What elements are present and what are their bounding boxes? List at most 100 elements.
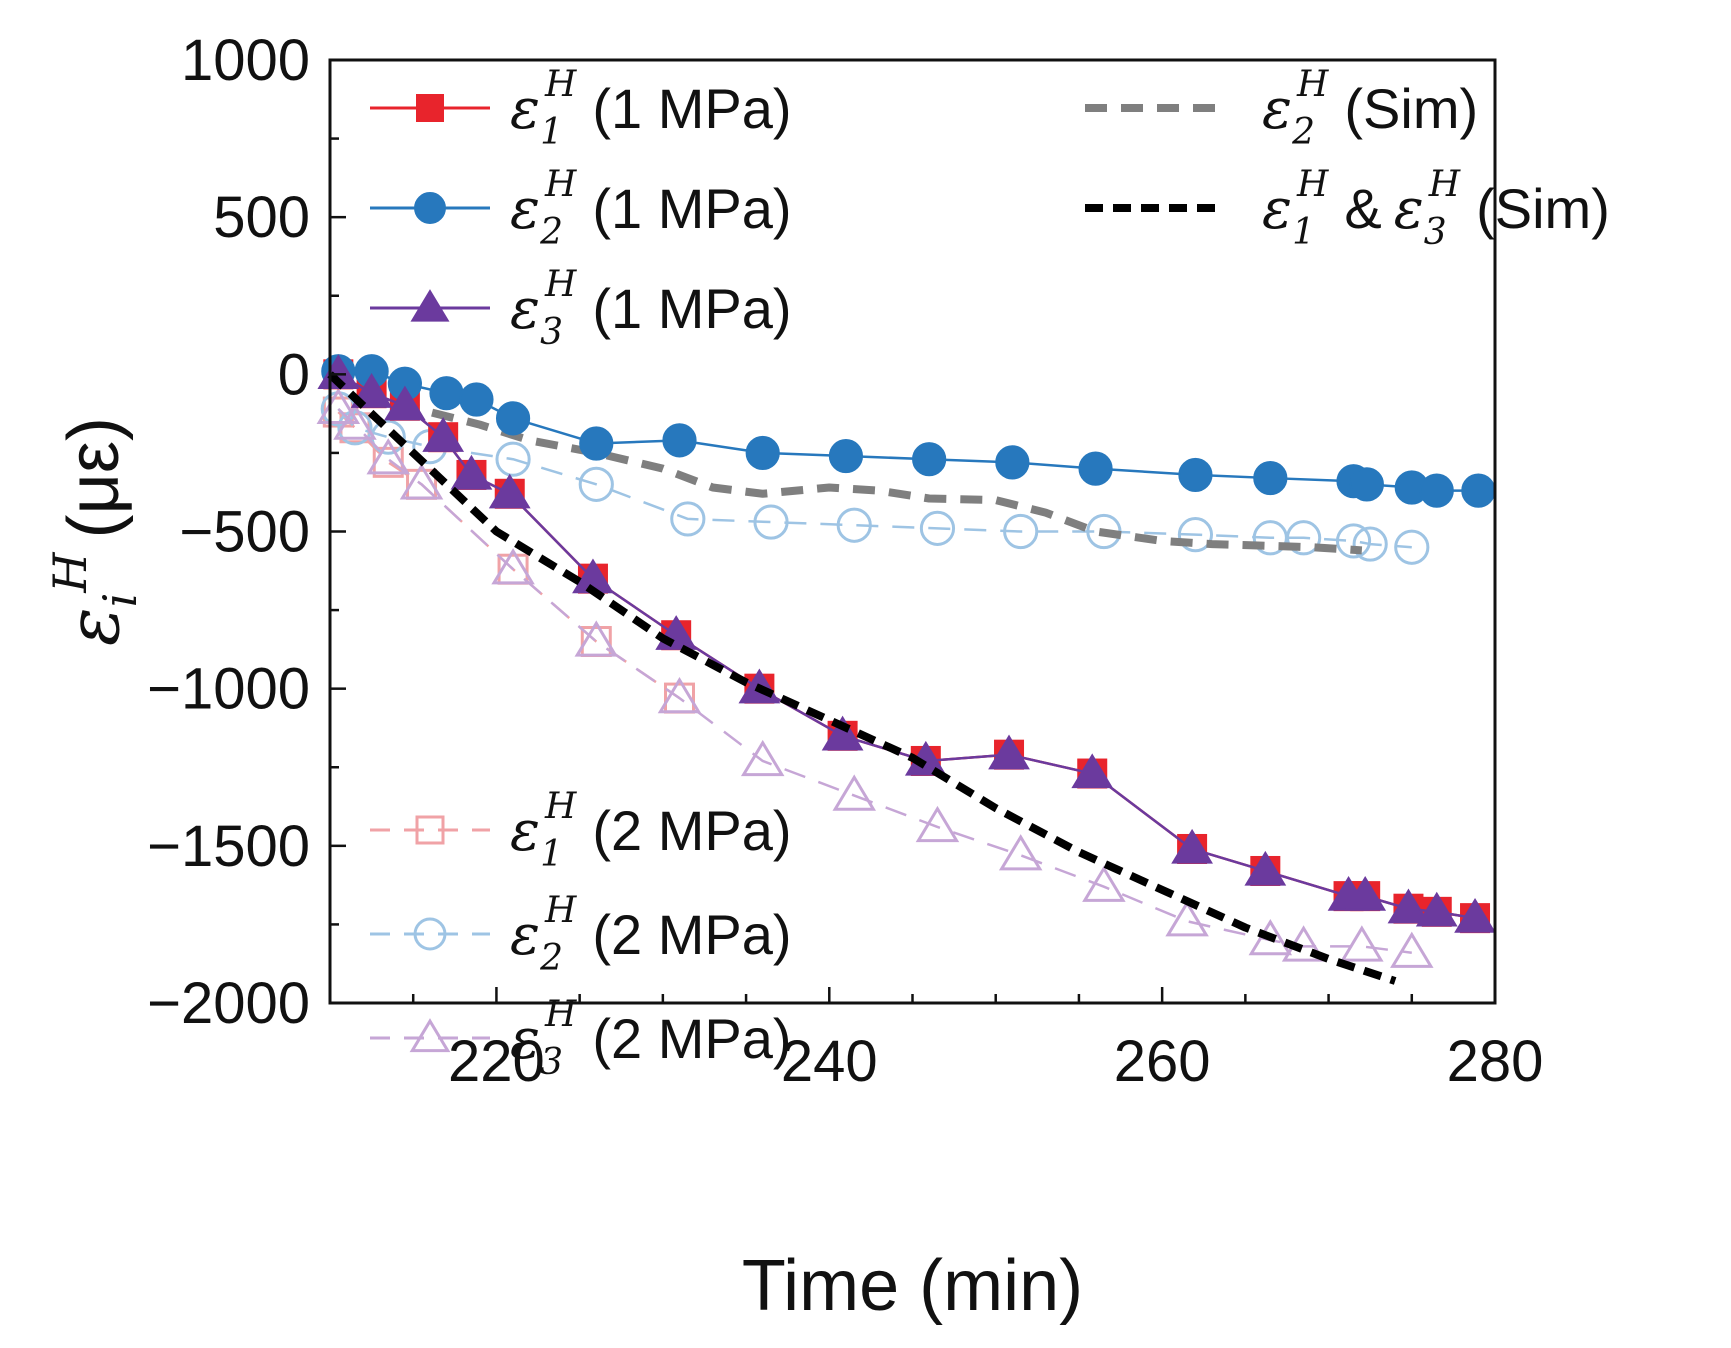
data-point-e3-2mpa: [740, 739, 785, 777]
y-axis-symbol: ε: [51, 607, 135, 646]
data-point-e2-1mpa: [429, 376, 464, 411]
series-e13-sim: [327, 371, 1397, 985]
y-tick-label: 500: [213, 185, 310, 250]
data-point-e3-2mpa: [998, 834, 1043, 871]
data-point-e2-1mpa: [495, 401, 531, 436]
data-point-e3-1mpa: [1071, 753, 1114, 789]
legend-entry-e1-1mpa: ε1H (1 MPa): [370, 64, 792, 153]
legend-label: ε2H (Sim): [1262, 64, 1478, 153]
data-point-e3-2mpa: [399, 463, 444, 500]
legend-entry-e2-1mpa: ε2H (1 MPa): [370, 164, 792, 253]
data-point-e2-1mpa: [1419, 473, 1454, 508]
data-point-e2-1mpa: [1078, 451, 1113, 486]
series-e3-2mpa: [316, 387, 1434, 968]
data-point-e2-2mpa: [1003, 513, 1039, 550]
axis-ticks: 220 240 260 280 1000 500 0 −500 −1000 −1500 −2000: [147, 28, 1543, 1094]
data-point-e2-2mpa: [753, 504, 789, 540]
data-point-e3-2mpa: [915, 805, 960, 843]
series-e2-sim: [328, 373, 1363, 555]
data-point-e3-2mpa: [657, 676, 702, 714]
legend-marker: [414, 192, 446, 224]
data-point-e3-1mpa: [1344, 875, 1387, 911]
data-point-e3-2mpa: [366, 438, 411, 475]
data-point-e3-1mpa: [422, 417, 465, 452]
data-point-e3-1mpa: [488, 473, 531, 509]
data-point-e3-1mpa: [988, 734, 1030, 770]
data-point-e2-1mpa: [1349, 467, 1384, 502]
legend-marker: [410, 289, 450, 322]
y-tick-label: 1000: [181, 28, 310, 93]
data-point-e2-1mpa: [828, 438, 864, 474]
y-tick-label: −500: [179, 500, 310, 565]
legend-entry-e3-1mpa: ε3H (1 MPa): [370, 264, 792, 353]
legend-entry-e3-2mpa: ε3H (2 MPa): [370, 994, 792, 1083]
data-point-e3-2mpa: [491, 548, 535, 585]
data-point-e3-1mpa: [450, 454, 493, 490]
data-point-e3-2mpa: [333, 403, 377, 440]
data-point-e3-2mpa: [1165, 900, 1209, 937]
series-e2-1mpa: [321, 354, 1496, 508]
series-line-e3-2mpa: [337, 408, 1412, 954]
data-point-e3-2mpa: [1390, 931, 1434, 968]
data-point-e3-2mpa: [832, 774, 877, 811]
legend-marker: [415, 815, 445, 845]
data-point-e2-1mpa: [662, 423, 697, 458]
data-point-e3-2mpa: [1082, 865, 1126, 902]
data-point-e3-2mpa: [1340, 925, 1384, 962]
y-axis-subscript: i: [93, 593, 147, 608]
x-tick-label: 260: [1114, 1029, 1211, 1094]
data-point-e3-1mpa: [1454, 897, 1496, 933]
series-layer: [316, 354, 1496, 985]
y-tick-label: −1500: [147, 814, 310, 879]
x-axis-title: Time (min): [742, 1246, 1083, 1326]
data-point-e2-2mpa: [578, 466, 614, 502]
legend-marker: [409, 1018, 451, 1053]
data-point-e2-2mpa: [1352, 526, 1388, 562]
data-point-e3-1mpa: [821, 715, 864, 751]
data-point-e2-1mpa: [1178, 457, 1213, 493]
data-point-e2-2mpa: [919, 510, 956, 546]
data-point-e3-1mpa: [1171, 828, 1213, 864]
data-point-e2-1mpa: [1461, 473, 1496, 508]
data-point-e3-1mpa: [1387, 888, 1430, 924]
legend-label: ε1H (2 MPa): [510, 786, 792, 875]
legend-label: ε3H (1 MPa): [510, 264, 792, 353]
legend-label: ε2H (1 MPa): [510, 164, 792, 253]
data-point-e2-2mpa: [337, 410, 373, 446]
legend-entry-e13-sim: ε1H & ε3H (Sim): [1085, 164, 1610, 253]
data-point-e2-2mpa: [1394, 529, 1430, 565]
series-line-e13-sim: [327, 371, 1397, 985]
data-point-e2-2mpa: [495, 441, 531, 477]
data-point-e2-1mpa: [995, 445, 1030, 480]
legend-label: ε1H & ε3H (Sim): [1262, 164, 1610, 253]
data-point-e3-1mpa: [350, 373, 393, 408]
legend-label: ε2H (2 MPa): [510, 890, 792, 979]
legend-entry-e2-sim: ε2H (Sim): [1085, 64, 1478, 153]
legend-entry-e1-2mpa: ε1H (2 MPa): [370, 786, 792, 875]
y-axis-unit: (με): [54, 417, 134, 539]
data-point-e2-2mpa: [1177, 517, 1214, 553]
y-axis-title: εiH (με): [43, 417, 147, 646]
data-point-e2-2mpa: [836, 507, 872, 543]
y-tick-label: 0: [278, 342, 310, 407]
data-point-e3-1mpa: [384, 385, 426, 421]
legend-label: ε1H (1 MPa): [510, 64, 792, 153]
data-point-e3-2mpa: [1248, 919, 1293, 956]
data-point-e2-1mpa: [459, 382, 494, 417]
y-tick-label: −2000: [147, 971, 310, 1036]
svg-text:εiH(με): εiH (με): [43, 417, 147, 646]
legend-marker: [416, 94, 444, 122]
data-point-e3-1mpa: [1244, 850, 1287, 886]
data-point-e3-1mpa: [1415, 891, 1458, 927]
data-point-e2-1mpa: [579, 426, 614, 461]
data-point-e2-1mpa: [745, 435, 780, 471]
x-tick-label: 240: [781, 1029, 878, 1094]
data-point-e3-2mpa: [574, 620, 619, 657]
x-tick-label: 280: [1447, 1029, 1544, 1094]
y-axis-superscript: H: [43, 552, 97, 594]
legend-marker: [413, 917, 447, 951]
legend: ε1H (1 MPa) ε2H (1 MPa) ε3H (1 MPa) ε2H (Sim) ε1…: [370, 64, 1610, 1083]
data-point-e2-2mpa: [1286, 520, 1322, 556]
